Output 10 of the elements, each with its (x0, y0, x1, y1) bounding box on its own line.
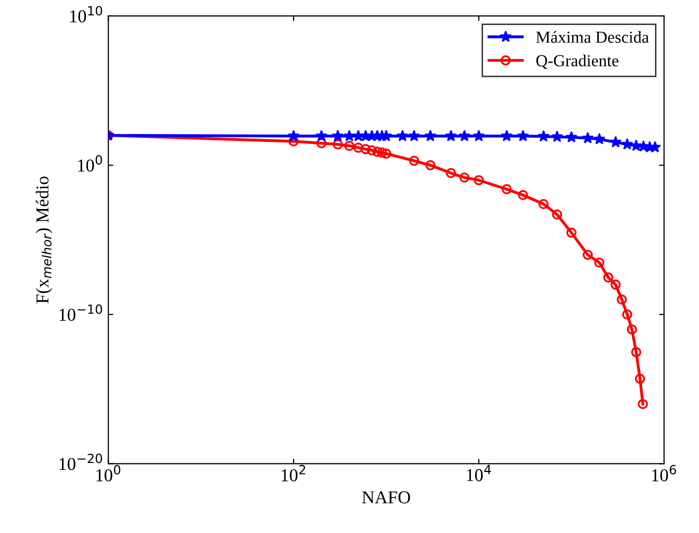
y-tick-label: 10$^{10}$ (70, 6, 102, 22)
y-axis-title: F(x$_{melhor}$) Médio (36, 176, 52, 304)
x-tick-label: 10$^{2}$ (282, 464, 306, 482)
x-tick-label: 10$^{6}$ (652, 464, 676, 482)
y-tick-label: 10$^{0}$ (78, 155, 102, 172)
x-tick-label: 10$^{4}$ (466, 464, 491, 482)
legend-label: Q-Gradiente (536, 54, 618, 69)
x-axis-title: NAFO (362, 491, 410, 504)
legend-label: Máxima Descida (536, 31, 649, 43)
y-tick-label: 10$^{−10}$ (60, 304, 102, 321)
